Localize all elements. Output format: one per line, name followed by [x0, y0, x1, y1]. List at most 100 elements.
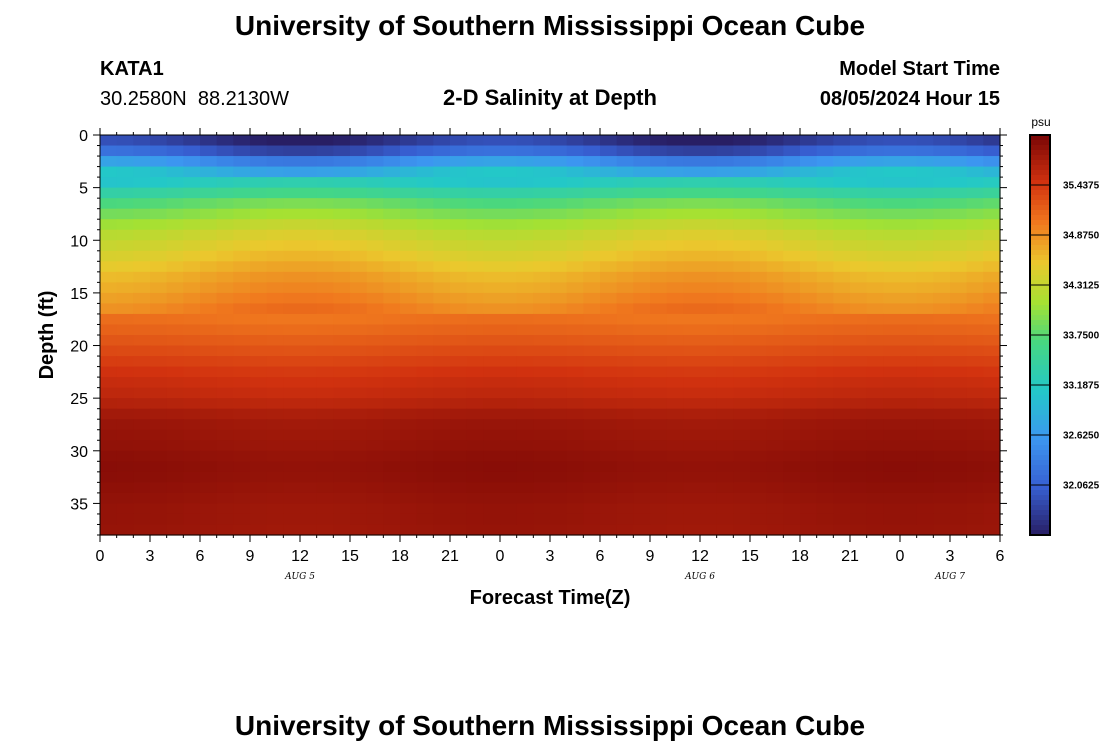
- heatmap-cell: [566, 335, 584, 347]
- heatmap-cell: [566, 250, 584, 262]
- heatmap-cell: [683, 324, 701, 336]
- heatmap-cell: [316, 292, 334, 305]
- heatmap-cell: [200, 440, 218, 452]
- heatmap-cell: [583, 166, 601, 178]
- heatmap-cell: [916, 166, 934, 178]
- heatmap-cell: [116, 282, 134, 294]
- heatmap-cell: [633, 419, 651, 431]
- heatmap-cell: [516, 156, 534, 168]
- heatmap-cell: [233, 513, 251, 526]
- heatmap-cell: [683, 429, 701, 441]
- heatmap-cell: [650, 250, 668, 262]
- heatmap-cell: [250, 271, 268, 283]
- heatmap-cell: [700, 198, 718, 210]
- heatmap-cell: [433, 313, 451, 326]
- heatmap-cell: [600, 240, 618, 252]
- heatmap-cell: [283, 398, 301, 410]
- heatmap-cell: [733, 408, 751, 420]
- heatmap-cell: [133, 482, 151, 494]
- heatmap-cell: [966, 156, 984, 168]
- heatmap-cell: [533, 492, 551, 505]
- heatmap-cell: [183, 398, 201, 410]
- heatmap-cell: [716, 177, 734, 189]
- heatmap-cell: [650, 135, 668, 147]
- heatmap-cell: [800, 419, 818, 431]
- heatmap-cell: [533, 345, 551, 357]
- heatmap-cell: [633, 345, 651, 357]
- heatmap-cell: [766, 335, 784, 347]
- heatmap-cell: [866, 345, 884, 357]
- heatmap-cell: [633, 429, 651, 441]
- heatmap-cell: [216, 145, 234, 157]
- heatmap-cell: [166, 492, 184, 505]
- heatmap-cell: [800, 219, 818, 231]
- heatmap-cell: [516, 513, 534, 526]
- heatmap-cell: [266, 471, 284, 483]
- heatmap-cell: [433, 145, 451, 157]
- heatmap-cell: [466, 440, 484, 452]
- heatmap-cell: [133, 166, 151, 178]
- heatmap-cell: [983, 198, 1001, 210]
- heatmap-cell: [966, 303, 984, 315]
- heatmap-cell: [866, 282, 884, 294]
- heatmap-cell: [766, 356, 784, 368]
- heatmap-cell: [433, 271, 451, 283]
- heatmap-cell: [650, 482, 668, 494]
- heatmap-cell: [966, 271, 984, 283]
- heatmap-cell: [766, 135, 784, 147]
- heatmap-cell: [350, 240, 368, 252]
- heatmap-cell: [816, 292, 834, 305]
- heatmap-cell: [616, 250, 634, 262]
- heatmap-cell: [650, 240, 668, 252]
- heatmap-cell: [150, 366, 168, 378]
- heatmap-cell: [783, 513, 801, 526]
- heatmap-cell: [383, 524, 401, 536]
- heatmap-cell: [666, 156, 684, 168]
- heatmap-cell: [666, 177, 684, 189]
- heatmap-cell: [700, 324, 718, 336]
- heatmap-cell: [800, 440, 818, 452]
- heatmap-cell: [716, 240, 734, 252]
- heatmap-cell: [300, 471, 318, 483]
- heatmap-cell: [266, 524, 284, 536]
- heatmap-cell: [416, 450, 434, 462]
- heatmap-cell: [100, 335, 118, 347]
- heatmap-cell: [966, 408, 984, 420]
- heatmap-cell: [750, 419, 768, 431]
- heatmap-cell: [250, 482, 268, 494]
- heatmap-cell: [166, 335, 184, 347]
- heatmap-cell: [616, 166, 634, 178]
- heatmap-cell: [166, 461, 184, 473]
- heatmap-cell: [550, 492, 568, 505]
- heatmap-cell: [950, 229, 968, 241]
- heatmap-cell: [966, 324, 984, 336]
- heatmap-cell: [783, 250, 801, 262]
- heatmap-cell: [716, 271, 734, 283]
- heatmap-cell: [100, 187, 118, 199]
- heatmap-cell: [966, 166, 984, 178]
- heatmap-cell: [116, 408, 134, 420]
- colorbar-segment: [1030, 235, 1050, 241]
- heatmap-cell: [200, 166, 218, 178]
- heatmap-cell: [716, 229, 734, 241]
- heatmap-cell: [483, 313, 501, 326]
- heatmap-cell: [233, 240, 251, 252]
- heatmap-cell: [316, 219, 334, 231]
- heatmap-cell: [283, 250, 301, 262]
- heatmap-cell: [683, 282, 701, 294]
- heatmap-cell: [933, 356, 951, 368]
- heatmap-cell: [250, 145, 268, 157]
- heatmap-cell: [100, 471, 118, 483]
- heatmap-cell: [866, 387, 884, 399]
- heatmap-cell: [766, 419, 784, 431]
- heatmap-cell: [433, 366, 451, 378]
- heatmap-cell: [550, 524, 568, 536]
- heatmap-cell: [466, 145, 484, 157]
- heatmap-cell: [233, 377, 251, 389]
- heatmap-cell: [766, 398, 784, 410]
- heatmap-cell: [750, 261, 768, 273]
- x-tick-label: 6: [596, 548, 605, 565]
- heatmap-cell: [566, 303, 584, 315]
- heatmap-cell: [900, 471, 918, 483]
- heatmap-cell: [433, 482, 451, 494]
